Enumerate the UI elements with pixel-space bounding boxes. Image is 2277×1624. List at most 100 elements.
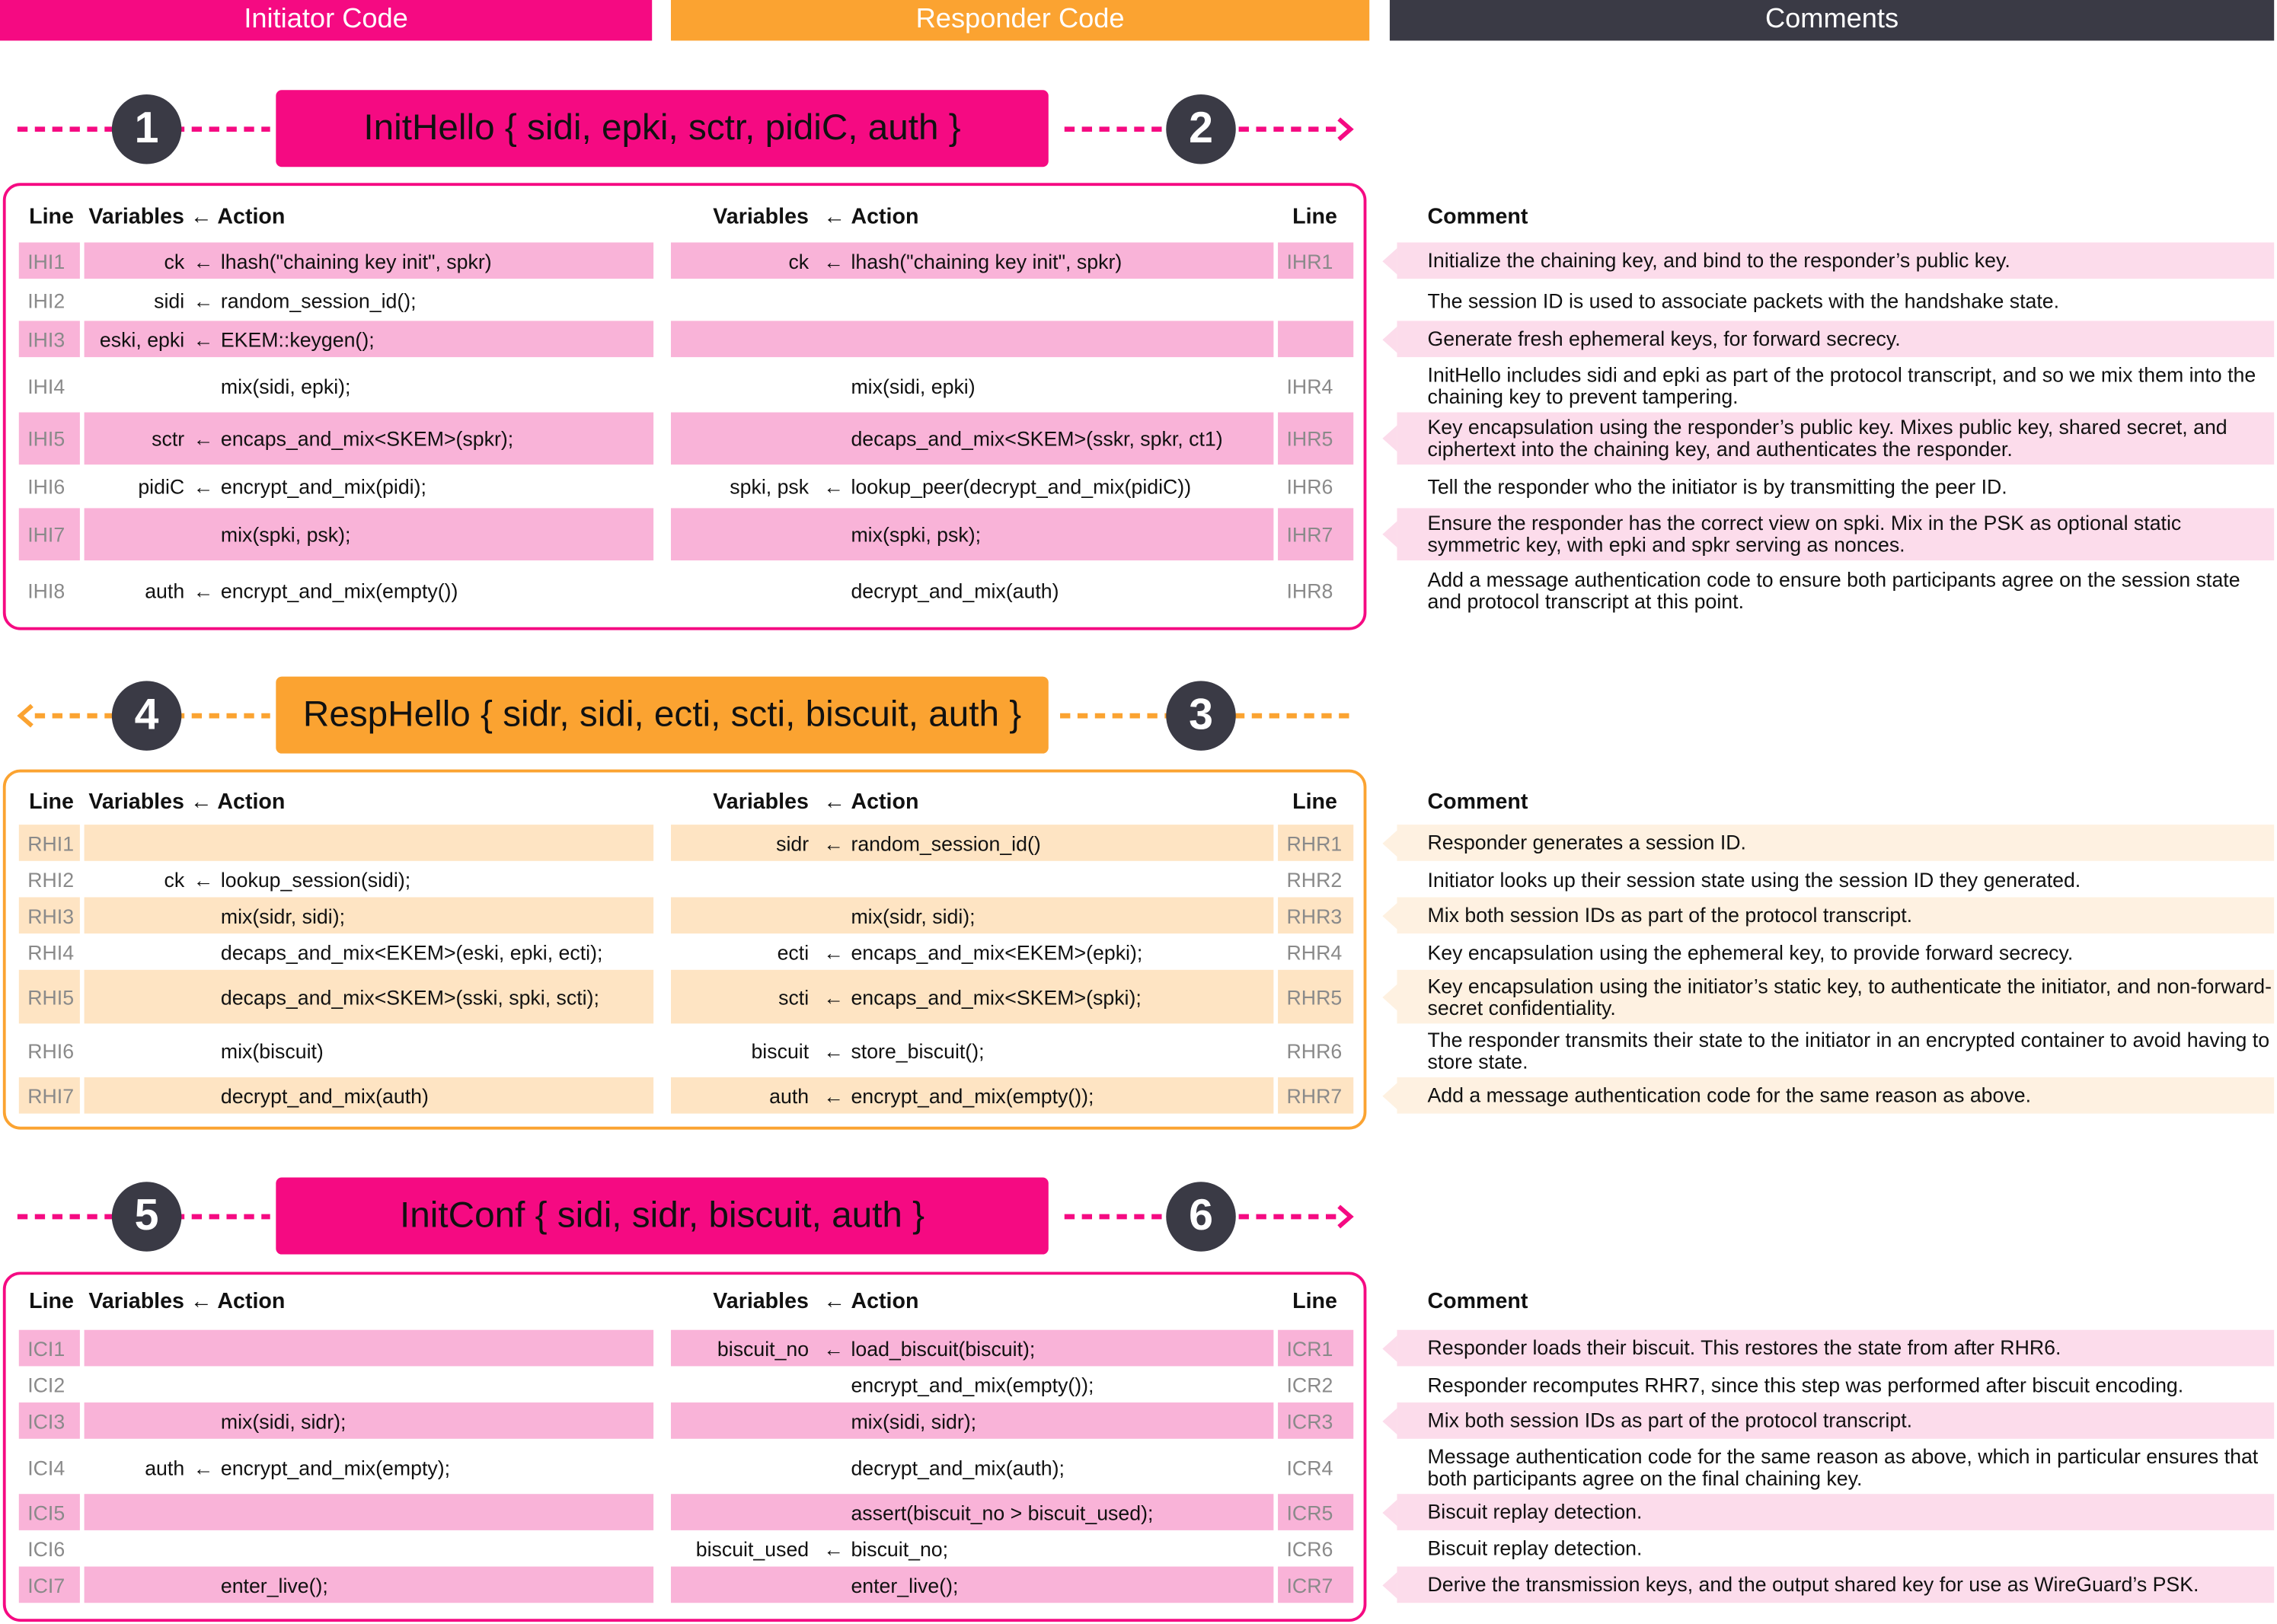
header-comment: Comment [1427,1289,1528,1314]
action: assert(biscuit_no > biscuit_used); [851,1500,1154,1524]
initiator-code-cell: ck ← lhash("chaining key init", spkr) [84,242,654,279]
comment-pointer-icon [1382,326,1397,353]
initiator-code-cell: mix(sidr, sidi); [84,897,654,934]
line-number: IHI1 [18,242,80,279]
action: lhash("chaining key init", spkr) [851,249,1123,273]
assign-arrow: ← [193,327,214,351]
line-number: ICR5 [1278,1494,1354,1530]
action: mix(sidr, sidi); [220,904,346,927]
variables: ck [164,249,185,273]
responder-code-cell: ck ← lhash("chaining key init", spkr) [670,242,1274,279]
line-number: ICI5 [18,1494,80,1530]
initiator-code-cell: sidi ← random_session_id(); [85,283,654,318]
comment-text: Biscuit replay detection. [1427,1536,1643,1560]
line-number: ICR1 [1278,1329,1354,1367]
line-number: RHI2 [27,868,75,892]
initiator-code-cell: decrypt_and_mix(auth) [84,1077,654,1114]
comment: The responder transmits their state to t… [1397,1026,2274,1074]
message-banner: InitConf { sidi, sidr, biscuit, auth } [276,1177,1049,1255]
comment-pointer-icon [1382,1082,1397,1109]
table-row: RHI3 mix(sidr, sidi); mix(sidr, sidi); RHR3… [0,897,2277,934]
action: decrypt_and_mix(auth) [851,579,1059,603]
arrowhead-icon [1337,1204,1354,1229]
comment: Ensure the responder has the correct vie… [1382,508,2275,561]
comment-text: InitHello includes sidi and epki as part… [1427,362,2256,407]
comment-pointer-icon [1382,425,1397,452]
table-row: IHI3 eski, epki ← EKEM::keygen(); Generate f… [0,321,2277,358]
code-table-frame [2,1271,1367,1622]
action: mix(biscuit) [220,1039,324,1062]
action: store_biscuit(); [851,1039,985,1062]
line-number [1278,283,1353,318]
header-variables: Variables [713,790,809,815]
comment: The session ID is used to associate pack… [1397,283,2274,318]
variables: biscuit_no [717,1336,810,1360]
comment-text: Mix both session IDs as part of the prot… [1427,903,1913,927]
table-row: IHI1 ck ← lhash("chaining key init", spkr) c… [0,242,2277,279]
comments-header: Comments [1389,0,2275,41]
table-row: IHI5 sctr ← encaps_and_mix<SKEM>(spkr); deca… [0,412,2277,465]
line-number: RHI6 [27,1039,75,1062]
header-line: Line [29,1289,74,1314]
variables: sctr [152,426,185,451]
comment: Key encapsulation using the responder’s … [1382,412,2275,465]
line-number: ICR6 [1286,1536,1333,1560]
table-row: IHI4 mix(sidi, epki); mix(sidi, epki) IHR4 I… [0,362,2277,410]
responder-code-cell: scti ← encaps_and_mix<SKEM>(spki); [670,969,1274,1024]
responder-code-cell: auth ← encrypt_and_mix(empty()); [670,1077,1274,1114]
line-number: RHR1 [1278,825,1354,861]
comment-text: The responder transmits their state to t… [1427,1027,2270,1073]
assign-arrow: ← [823,984,844,1009]
line-number: ICR2 [1286,1373,1333,1397]
table-row: IHI6 pidiC ← encrypt_and_mix(pidi); spki, ps… [0,467,2277,506]
variables: pidiC [138,474,185,499]
line-number: IHI3 [18,321,80,358]
action: decaps_and_mix<EKEM>(eski, epki, ecti); [220,940,603,965]
table-row: IHI2 sidi ← random_session_id(); The session… [0,283,2277,318]
assign-arrow: ← [823,1536,844,1560]
line-number: ICI4 [27,1455,65,1479]
initiator-code-header: Initiator Code [0,0,653,41]
comment: Message authentication code for the same… [1397,1442,2274,1493]
header-arrow: ← [823,790,845,815]
variables: auth [145,579,185,603]
variables: ck [788,249,810,273]
assign-arrow: ← [193,1455,214,1479]
line-number: IHI7 [18,508,80,561]
comment: Responder loads their biscuit. This rest… [1382,1329,2275,1367]
arrowhead-icon [17,704,34,728]
action: mix(sidi, sidr); [851,1409,977,1433]
line-number: IHR8 [1286,579,1333,603]
action: mix(sidr, sidi); [851,904,976,927]
action: enter_live(); [851,1573,959,1597]
step-number-badge: 6 [1166,1182,1236,1252]
assign-arrow: ← [193,868,214,892]
responder-code-cell: encrypt_and_mix(empty()); [671,1369,1273,1401]
initiator-code-cell: auth ← encrypt_and_mix(empty); [85,1442,654,1493]
initiator-code-cell: mix(sidi, sidr); [84,1402,654,1439]
line-number: ICI7 [18,1566,80,1603]
responder-code-cell: decrypt_and_mix(auth); [671,1442,1273,1493]
line-number: ICI6 [27,1536,65,1560]
action: random_session_id() [851,831,1041,855]
initiator-code-cell: sctr ← encaps_and_mix<SKEM>(spkr); [84,412,654,465]
comment: InitHello includes sidi and epki as part… [1397,362,2274,410]
comment: Mix both session IDs as part of the prot… [1382,1402,2275,1439]
comment-text: Tell the responder who the initiator is … [1427,474,2007,498]
comment-pointer-icon [1382,521,1397,547]
header-variables-action: Variables ← Action [88,1289,286,1314]
table-row: RHI5 decaps_and_mix<SKEM>(sski, spki, sct… [0,969,2277,1024]
action: enter_live(); [220,1573,328,1597]
comment-text: Mix both session IDs as part of the prot… [1427,1408,1913,1432]
initiator-code-cell [85,1532,654,1565]
comment-text: Initiator looks up their session state u… [1427,867,2081,891]
responder-code-cell: enter_live(); [670,1566,1274,1603]
line-number: ICI3 [18,1402,80,1439]
action: encaps_and_mix<SKEM>(spkr); [220,426,514,451]
table-row: RHI7 decrypt_and_mix(auth) auth ← encrypt_an… [0,1077,2277,1114]
line-number: IHR5 [1278,412,1354,465]
initiator-code-cell: ck ← lookup_session(sidi); [85,864,654,896]
table-row: RHI4 decaps_and_mix<EKEM>(eski, epki, ect… [0,936,2277,968]
assign-arrow: ← [823,1039,844,1062]
comment-text: Add a message authentication code to ens… [1427,567,2240,613]
